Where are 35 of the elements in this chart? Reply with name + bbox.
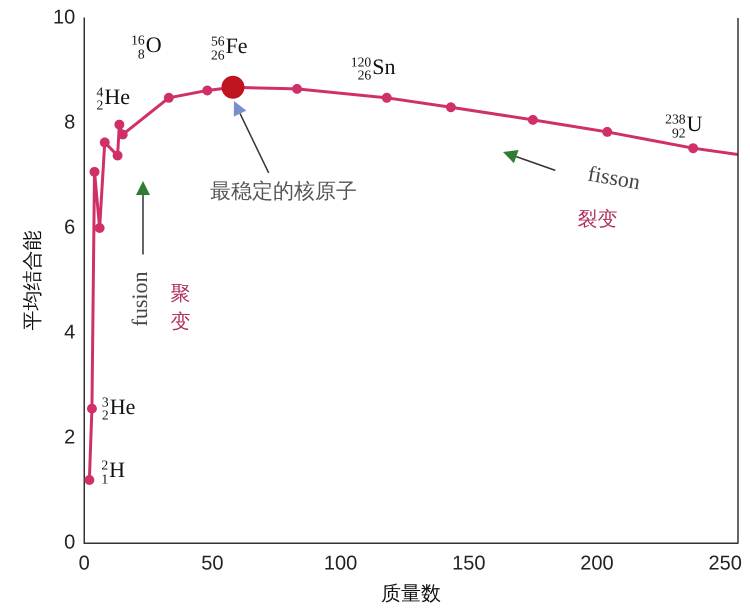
point xyxy=(100,137,110,148)
point xyxy=(202,85,212,96)
point xyxy=(292,84,302,94)
point xyxy=(94,223,105,233)
annotation: 聚变 xyxy=(170,280,190,335)
point xyxy=(84,475,94,485)
point xyxy=(221,76,244,99)
y-tick-label: 8 xyxy=(64,112,76,134)
annotation: fisson xyxy=(586,160,642,196)
point xyxy=(602,126,612,137)
annotation: 裂变 xyxy=(577,206,618,233)
annotation: fusion xyxy=(126,271,153,326)
y-tick-label: 10 xyxy=(52,6,76,29)
y-tick-label: 6 xyxy=(64,216,76,239)
x-tick-label: 100 xyxy=(324,552,358,575)
point xyxy=(114,120,124,130)
point xyxy=(382,92,392,103)
x-tick-label: 200 xyxy=(580,552,614,575)
point xyxy=(446,102,456,112)
x-tick-label: 50 xyxy=(201,552,224,575)
x-tick-label: 250 xyxy=(708,552,742,575)
point xyxy=(528,114,538,125)
annotation: 最稳定的核原子 xyxy=(210,178,358,206)
y-tick-label: 0 xyxy=(64,532,76,554)
point xyxy=(86,404,97,414)
point xyxy=(164,92,174,103)
x-tick-label: 150 xyxy=(452,552,486,575)
point xyxy=(90,166,100,177)
x-tick-label: 0 xyxy=(78,552,90,575)
y-tick-label: 2 xyxy=(64,426,76,449)
y-axis-title: 平均结合能 xyxy=(20,230,44,330)
point xyxy=(112,150,123,161)
point xyxy=(688,143,698,154)
x-axis-title: 质量数 xyxy=(381,581,442,606)
y-tick-label: 4 xyxy=(64,322,76,344)
